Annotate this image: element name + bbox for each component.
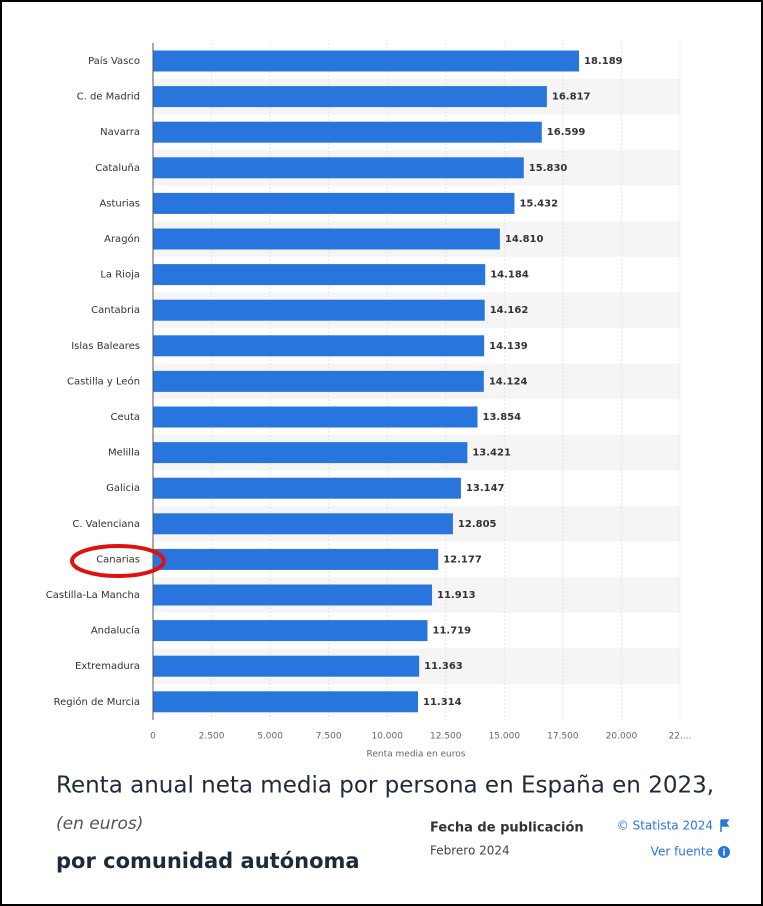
bar	[153, 442, 468, 464]
bar	[153, 655, 420, 677]
x-tick-label: 22....	[669, 732, 692, 742]
x-tick-label: 0	[150, 732, 156, 742]
flag-icon	[720, 819, 730, 832]
info-icon	[718, 846, 730, 858]
value-label: 13.421	[472, 448, 511, 459]
y-tick-label: Canarias	[96, 554, 140, 565]
bar	[153, 299, 485, 321]
x-tick-label: 2.500	[199, 732, 225, 742]
bar	[153, 691, 418, 713]
bar	[153, 121, 542, 143]
bar	[153, 477, 461, 499]
y-tick-label: C. Valenciana	[72, 519, 140, 530]
x-tick-label: 5.000	[257, 732, 283, 742]
chart-subtitle: (en euros)	[56, 814, 143, 834]
source-link[interactable]: Ver fuente	[651, 845, 713, 859]
value-label: 16.817	[552, 92, 591, 103]
bar	[153, 620, 428, 642]
bar	[153, 228, 500, 250]
y-tick-label: País Vasco	[88, 55, 140, 67]
value-label: 14.810	[505, 234, 544, 245]
y-tick-label: Cataluña	[95, 163, 140, 174]
bar	[153, 50, 580, 72]
value-label: 13.854	[482, 412, 521, 423]
y-tick-label: Islas Baleares	[71, 341, 140, 352]
publication-label: Fecha de publicación	[430, 821, 584, 836]
value-label: 12.177	[443, 554, 482, 565]
x-tick-label: 15.000	[489, 732, 521, 742]
value-label: 18.189	[584, 56, 623, 67]
copyright: © Statista 2024	[617, 819, 713, 833]
x-tick-label: 10.000	[371, 732, 403, 742]
y-tick-label: Aragón	[104, 233, 140, 245]
bar	[153, 406, 478, 428]
x-tick-label: 12.500	[430, 732, 462, 742]
y-tick-label: Extremadura	[75, 661, 140, 672]
y-tick-label: Castilla-La Mancha	[46, 590, 140, 601]
value-label: 14.184	[490, 270, 529, 281]
x-axis-label: Renta media en euros	[367, 750, 466, 760]
bar	[153, 370, 484, 392]
y-tick-label: Melilla	[108, 448, 140, 459]
value-label: 14.124	[489, 376, 528, 387]
bar	[153, 157, 524, 179]
chart-title-line2: por comunidad autónoma	[56, 849, 360, 873]
y-tick-label: Región de Murcia	[54, 696, 140, 708]
y-tick-label: Andalucía	[91, 625, 140, 637]
bar	[153, 513, 453, 535]
y-tick-label: La Rioja	[100, 270, 140, 281]
x-tick-label: 7.500	[316, 732, 342, 742]
y-tick-label: Cantabria	[91, 305, 140, 316]
value-label: 15.432	[519, 198, 558, 209]
y-tick-label: Ceuta	[110, 412, 140, 423]
bar	[153, 584, 433, 606]
value-label: 16.599	[547, 127, 586, 138]
bar	[153, 264, 486, 286]
value-label: 12.805	[458, 519, 497, 530]
value-label: 11.363	[424, 661, 463, 672]
y-tick-label: Asturias	[99, 198, 140, 209]
value-label: 14.139	[489, 341, 528, 352]
y-tick-label: Galicia	[106, 483, 140, 494]
bar	[153, 192, 515, 214]
x-tick-label: 20.000	[606, 732, 638, 742]
bar	[153, 86, 547, 108]
publication-date: Febrero 2024	[430, 844, 510, 858]
value-label: 11.314	[423, 697, 462, 708]
highlight-ellipse	[70, 544, 166, 578]
y-tick-label: Navarra	[100, 127, 140, 138]
value-label: 13.147	[466, 483, 505, 494]
value-label: 15.830	[529, 163, 568, 174]
chart-title: Renta anual neta media por persona en Es…	[56, 773, 714, 799]
y-tick-label: C. de Madrid	[77, 92, 140, 103]
bar	[153, 548, 439, 570]
info-icon-glyph: i	[722, 849, 725, 859]
bar	[153, 335, 485, 357]
y-tick-label: Castilla y León	[67, 375, 140, 387]
value-label: 14.162	[490, 305, 529, 316]
x-tick-label: 17.500	[547, 732, 579, 742]
value-label: 11.913	[437, 590, 476, 601]
value-label: 11.719	[432, 626, 471, 637]
